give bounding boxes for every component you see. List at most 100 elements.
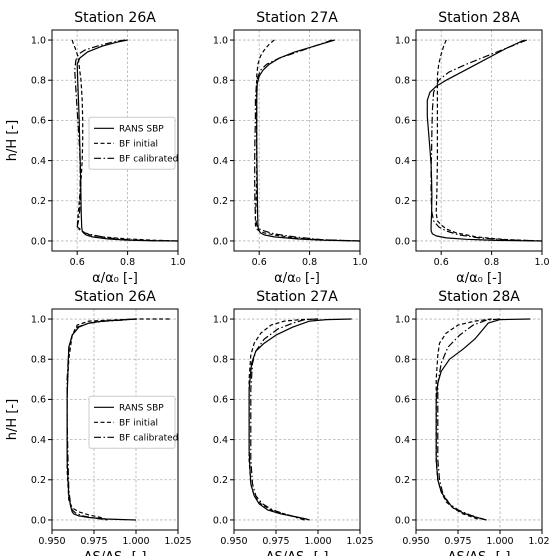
y-tick-label: 1.0 [395, 35, 410, 46]
legend-entry: BF calibrated [119, 154, 178, 164]
x-tick-label: 1.025 [528, 536, 550, 547]
axes-frame [233, 308, 361, 531]
x-tick-label: 1.025 [346, 536, 373, 547]
x-tick-label: 1.025 [164, 536, 191, 547]
y-axis-label: h/H [-] [5, 399, 20, 440]
y-tick-label: 0.6 [213, 395, 228, 406]
legend: RANS SBP BF initial BF calibrated [88, 395, 178, 449]
y-tick-label: 1.0 [213, 314, 228, 325]
x-axis-label: ΔS/ΔS₀ [-] [84, 550, 147, 556]
series-line-dashed [66, 318, 170, 521]
y-tick-label: 0.8 [395, 76, 410, 87]
axes-frame [415, 308, 543, 531]
chart-panel-1: 0.6 0.8 1.0 0.0 0.2 0.4 0.6 0.8 1.0 Station 26A α/… [5, 10, 186, 286]
x-tick-label: 0.6 [434, 257, 449, 268]
y-tick-label: 0.6 [395, 116, 410, 127]
x-tick-label: 1.0 [534, 257, 549, 268]
panel-title: Station 27A [256, 289, 338, 305]
y-tick-label: 0.2 [213, 475, 228, 486]
y-tick-label: 0.2 [395, 475, 410, 486]
x-tick-label: 1.000 [486, 536, 513, 547]
panel-title: Station 27A [256, 10, 338, 26]
y-tick-label: 1.0 [213, 35, 228, 46]
x-tick-label: 0.8 [302, 257, 317, 268]
y-tick-label: 0.2 [213, 196, 228, 207]
series-line-dashdot [430, 39, 543, 242]
y-tick-label: 1.0 [395, 314, 410, 325]
chart-panel-3: 0.6 0.8 1.0 0.0 0.2 0.4 0.6 0.8 1.0 Station 28A α/… [395, 10, 550, 286]
x-tick-label: 0.6 [252, 257, 267, 268]
legend-entry: BF initial [119, 139, 158, 149]
y-tick-label: 0.8 [31, 76, 46, 87]
x-tick-label: 0.975 [444, 536, 471, 547]
series-line-dashdot [437, 318, 501, 521]
y-tick-label: 0.8 [31, 355, 46, 366]
chart-panel-5: 0.950 0.975 1.000 1.025 0.0 0.2 0.4 0.6 0.8 1.0 St… [213, 289, 374, 556]
x-tick-label: 0.8 [484, 257, 499, 268]
axes-frame [51, 29, 179, 252]
series-line-dashed [254, 39, 361, 242]
x-tick-label: 1.0 [352, 257, 367, 268]
x-tick-label: 0.950 [402, 536, 429, 547]
y-tick-label: 0.4 [395, 435, 410, 446]
legend-entry: BF initial [119, 418, 158, 428]
y-tick-label: 0.6 [31, 116, 46, 127]
y-tick-label: 0.6 [31, 395, 46, 406]
x-tick-label: 0.975 [80, 536, 107, 547]
x-axis-label: α/α₀ [-] [456, 271, 502, 286]
panel-title: Station 28A [438, 289, 520, 305]
chart-panel-6: 0.950 0.975 1.000 1.025 0.0 0.2 0.4 0.6 0.8 1.0 St… [395, 289, 550, 556]
series-line-dashdot [74, 39, 179, 242]
series-line-solid [76, 39, 179, 242]
legend-entry: RANS SBP [119, 403, 164, 413]
x-axis-label: α/α₀ [-] [92, 271, 138, 286]
series-line-dashdot [66, 318, 137, 521]
y-tick-label: 0.0 [395, 236, 410, 247]
series-line-solid [248, 318, 352, 521]
chart-panel-4: 0.950 0.975 1.000 1.025 0.0 0.2 0.4 0.6 0.8 1.0 St… [5, 289, 192, 556]
panel-title: Station 28A [438, 10, 520, 26]
y-tick-label: 0.2 [395, 196, 410, 207]
series-line-solid [256, 39, 361, 242]
y-tick-label: 0.2 [31, 196, 46, 207]
y-tick-label: 0.8 [395, 355, 410, 366]
legend-entry: RANS SBP [119, 124, 164, 134]
y-tick-label: 0.6 [395, 395, 410, 406]
y-tick-label: 0.0 [395, 515, 410, 526]
y-tick-label: 0.4 [31, 156, 46, 167]
y-axis-label: h/H [-] [5, 120, 20, 161]
x-tick-label: 0.950 [220, 536, 247, 547]
y-tick-label: 0.0 [213, 236, 228, 247]
legend-box [88, 395, 176, 449]
axes-frame [51, 308, 179, 531]
x-tick-label: 1.000 [304, 536, 331, 547]
x-tick-label: 0.975 [262, 536, 289, 547]
y-tick-label: 1.0 [31, 35, 46, 46]
legend: RANS SBP BF initial BF calibrated [88, 116, 178, 170]
panel-title: Station 26A [74, 10, 156, 26]
y-tick-label: 1.0 [31, 314, 46, 325]
y-tick-label: 0.0 [31, 515, 46, 526]
series-line-dashed [435, 39, 543, 242]
y-tick-label: 0.4 [213, 435, 228, 446]
y-tick-label: 0.0 [31, 236, 46, 247]
y-tick-label: 0.0 [213, 515, 228, 526]
y-tick-label: 0.8 [213, 355, 228, 366]
x-axis-label: ΔS/ΔS₀ [-] [266, 550, 329, 556]
x-tick-label: 0.8 [120, 257, 135, 268]
x-tick-label: 1.0 [170, 257, 185, 268]
y-tick-label: 0.4 [31, 435, 46, 446]
x-axis-label: ΔS/ΔS₀ [-] [448, 550, 511, 556]
panel-title: Station 26A [74, 289, 156, 305]
series-line-dashed [435, 318, 492, 521]
legend-box [88, 116, 176, 170]
series-line-solid [435, 318, 531, 520]
x-tick-label: 0.6 [70, 257, 85, 268]
x-tick-label: 0.950 [38, 536, 65, 547]
series-line-dashed [248, 318, 319, 521]
series-line-dashdot [250, 318, 319, 521]
series-line-solid [426, 39, 543, 242]
y-tick-label: 0.8 [213, 76, 228, 87]
x-tick-label: 1.000 [122, 536, 149, 547]
